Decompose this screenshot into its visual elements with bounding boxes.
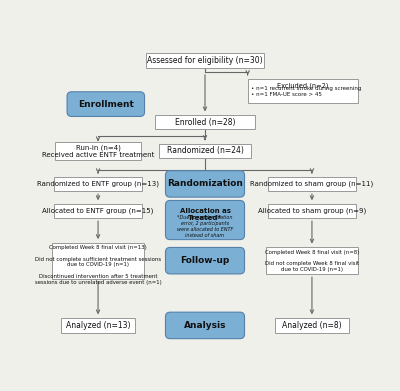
- Text: Assessed for eligibility (n=30): Assessed for eligibility (n=30): [147, 56, 263, 65]
- FancyBboxPatch shape: [268, 204, 356, 218]
- FancyBboxPatch shape: [166, 170, 244, 197]
- FancyBboxPatch shape: [166, 201, 244, 240]
- Text: Analyzed (n=8): Analyzed (n=8): [282, 321, 342, 330]
- Text: Allocated to ENTF group (n=15): Allocated to ENTF group (n=15): [42, 208, 154, 214]
- Text: Excluded (n=2): Excluded (n=2): [277, 82, 328, 89]
- Text: Allocated to sham group (n=9): Allocated to sham group (n=9): [258, 208, 366, 214]
- FancyBboxPatch shape: [146, 53, 264, 68]
- FancyBboxPatch shape: [67, 92, 144, 117]
- Text: Randomized to sham group (n=11): Randomized to sham group (n=11): [250, 181, 374, 187]
- Text: Randomization: Randomization: [167, 179, 243, 188]
- FancyBboxPatch shape: [266, 247, 358, 274]
- Text: Allocation as
Treated*: Allocation as Treated*: [180, 208, 230, 221]
- Text: Analyzed (n=13): Analyzed (n=13): [66, 321, 130, 330]
- FancyBboxPatch shape: [166, 248, 244, 274]
- Text: Enrolled (n=28): Enrolled (n=28): [175, 118, 235, 127]
- Text: Randomized (n=24): Randomized (n=24): [166, 146, 244, 155]
- Text: *Due to randomization
error, 2 participants
were allocated to ENTF
instead of sh: *Due to randomization error, 2 participa…: [177, 215, 233, 238]
- Text: • n=1 recurrent stroke during screening
• n=1 FMA-UE score > 45: • n=1 recurrent stroke during screening …: [251, 86, 361, 97]
- Text: Run-in (n=4)
Received active ENTF treatment: Run-in (n=4) Received active ENTF treatm…: [42, 144, 154, 158]
- FancyBboxPatch shape: [54, 204, 142, 218]
- FancyBboxPatch shape: [155, 115, 254, 129]
- Text: Follow-up: Follow-up: [180, 256, 230, 265]
- Text: Randomized to ENTF group (n=13): Randomized to ENTF group (n=13): [37, 181, 159, 187]
- Text: Completed Week 8 final visit (n=13)

Did not complete sufficient treatment sessi: Completed Week 8 final visit (n=13) Did …: [35, 245, 162, 285]
- FancyBboxPatch shape: [268, 177, 356, 191]
- FancyBboxPatch shape: [56, 142, 141, 160]
- FancyBboxPatch shape: [52, 242, 144, 279]
- FancyBboxPatch shape: [61, 318, 135, 333]
- Text: Completed Week 8 final visit (n=8)

Did not complete Week 8 final visit
due to C: Completed Week 8 final visit (n=8) Did n…: [265, 249, 359, 272]
- FancyBboxPatch shape: [275, 318, 349, 333]
- FancyBboxPatch shape: [166, 312, 244, 339]
- FancyBboxPatch shape: [248, 79, 358, 102]
- Text: Analysis: Analysis: [184, 321, 226, 330]
- FancyBboxPatch shape: [158, 143, 252, 158]
- FancyBboxPatch shape: [54, 177, 142, 191]
- Text: Enrollment: Enrollment: [78, 100, 134, 109]
